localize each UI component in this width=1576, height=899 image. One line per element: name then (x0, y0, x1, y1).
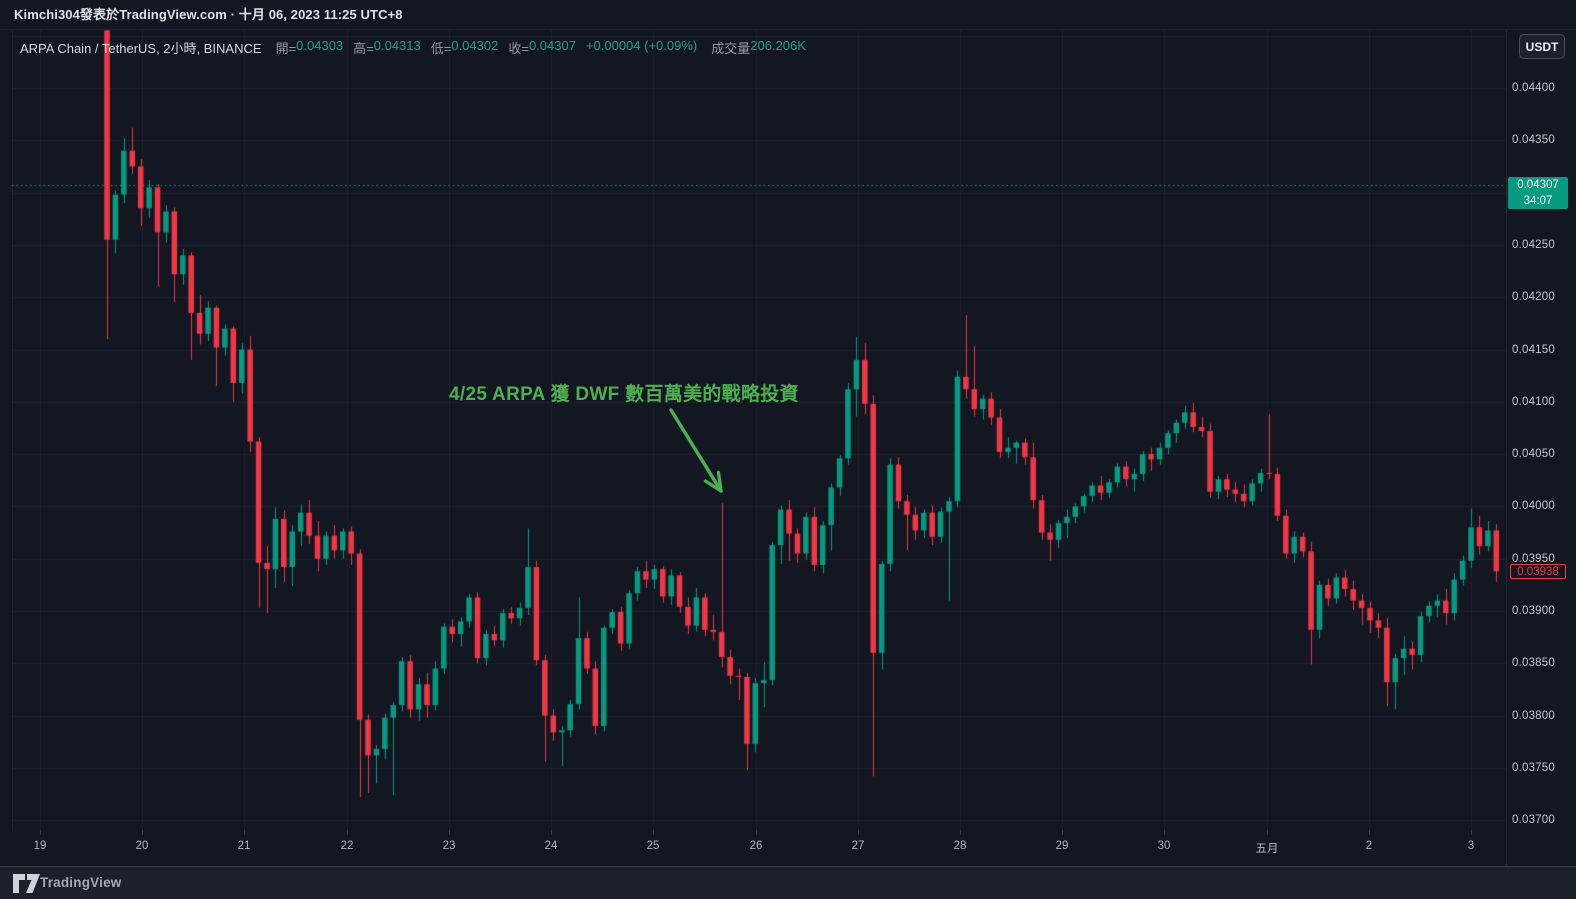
time-tick-label: 3 (1467, 840, 1475, 852)
low-value: 0.04302 (451, 38, 499, 53)
price-tick-label: 0.04100 (1512, 395, 1555, 408)
price-tick-label: 0.04150 (1512, 343, 1555, 356)
time-tick-label: 25 (646, 840, 660, 852)
tradingview-logo-icon[interactable] (13, 874, 40, 893)
price-axis-separator (1506, 29, 1507, 866)
time-tick-mark (244, 830, 245, 835)
time-tick-mark (1164, 830, 1165, 835)
time-tick-label: 19 (33, 840, 47, 852)
time-tick-label: 五月 (1255, 843, 1279, 855)
time-tick-label: 2 (1365, 840, 1373, 852)
time-tick-label: 21 (237, 840, 251, 852)
time-tick-mark (1062, 830, 1063, 835)
price-tick-label: 0.04400 (1512, 82, 1555, 94)
time-tick-label: 20 (135, 840, 149, 852)
price-tick-label: 0.03750 (1512, 761, 1555, 774)
volume-value: 206.206K (750, 38, 806, 53)
bar-close-price-marker: 0.03938 (1510, 564, 1566, 580)
price-axis[interactable]: 0.04400 0.04350 0.04250 0.04200 0.04150 0.041… (1507, 29, 1576, 830)
time-axis[interactable]: 19 20 21 22 23 24 25 26 27 28 29 30 五月 2 3 (0, 830, 1506, 864)
time-tick-label: 26 (749, 840, 763, 852)
time-tick-mark (858, 830, 859, 835)
change-value: +0.00004 (+0.09%) (585, 38, 698, 53)
bar-countdown: 34:07 (1523, 195, 1553, 208)
price-tick-label: 0.03950 (1512, 552, 1555, 565)
time-tick-label: 23 (442, 840, 456, 852)
price-tick-label: 0.03700 (1512, 814, 1555, 827)
time-tick-mark (40, 830, 41, 835)
price-tick-label: 0.04050 (1512, 448, 1555, 461)
high-label: 高= (353, 41, 374, 56)
open-value: 0.04303 (296, 38, 344, 53)
footer-separator (0, 866, 1576, 867)
time-tick-label: 27 (851, 840, 865, 852)
top-bar: Kimchi304發表於TradingView.com · 十月 06, 202… (0, 0, 1576, 30)
low-label: 低= (430, 41, 452, 56)
pane-border-left (12, 29, 13, 831)
price-tick-label: 0.04350 (1512, 134, 1555, 147)
volume-label: 成交量 (711, 41, 751, 56)
annotation-text[interactable]: 4/25 ARPA 獲 DWF 數百萬美的戰略投資 (449, 384, 799, 405)
price-tick-label: 0.03850 (1512, 657, 1555, 670)
time-tick-mark (960, 830, 961, 835)
time-tick-mark (1471, 830, 1472, 835)
time-tick-mark (756, 830, 757, 835)
price-tick-label: 0.04250 (1512, 238, 1555, 251)
time-tick-label: 29 (1055, 840, 1069, 852)
chart-legend: ARPA Chain / TetherUS, 2小時, BINANCE 開=0.0… (20, 38, 806, 56)
time-tick-mark (347, 830, 348, 835)
time-tick-mark (142, 830, 143, 835)
symbol-title[interactable]: ARPA Chain / TetherUS, 2小時, BINANCE (20, 41, 262, 56)
time-tick-mark (449, 830, 450, 835)
time-tick-label: 22 (340, 840, 354, 852)
time-tick-mark (1369, 830, 1370, 835)
time-tick-mark (1267, 830, 1268, 835)
time-tick-label: 24 (544, 840, 558, 852)
price-tick-label: 0.04000 (1512, 500, 1555, 513)
close-value: 0.04307 (528, 38, 576, 53)
currency-toggle-button[interactable]: USDT (1519, 34, 1565, 59)
close-label: 收= (508, 41, 529, 56)
footer-bar: TradingView (0, 867, 1576, 899)
time-tick-mark (551, 830, 552, 835)
open-label: 開= (275, 41, 297, 56)
time-tick-mark (653, 830, 654, 835)
last-price-value: 0.04307 (1517, 179, 1559, 192)
price-tick-label: 0.03800 (1512, 709, 1555, 722)
price-tick-label: 0.03900 (1512, 605, 1555, 617)
price-tick-label: 0.04200 (1512, 291, 1555, 304)
publish-info: Kimchi304發表於TradingView.com · 十月 06, 202… (14, 7, 403, 22)
annotation-arrow-icon[interactable] (655, 398, 745, 508)
high-value: 0.04313 (373, 38, 421, 53)
time-tick-label: 30 (1157, 840, 1171, 852)
brand-name[interactable]: TradingView (40, 875, 122, 890)
last-price-badge: 0.04307 34:07 (1508, 177, 1568, 210)
time-tick-label: 28 (953, 840, 967, 852)
